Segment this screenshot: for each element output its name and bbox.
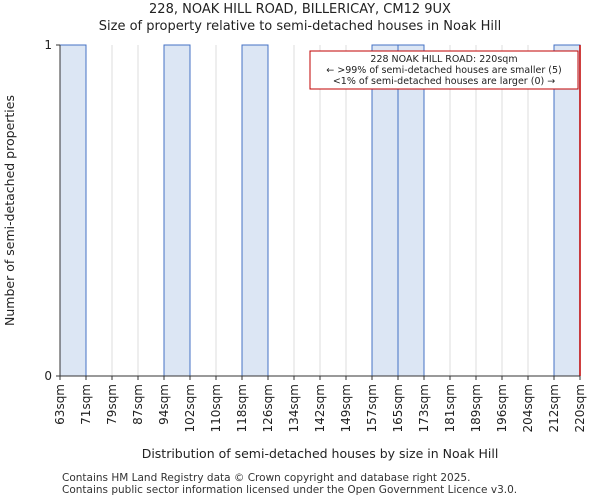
x-tick-label: 173sqm (417, 384, 431, 432)
x-tick-label: 165sqm (391, 384, 405, 432)
x-tick-label: 94sqm (157, 384, 171, 425)
histogram-bar (241, 44, 269, 377)
x-tick-label: 212sqm (547, 384, 561, 432)
footer-copyright: Contains HM Land Registry data © Crown c… (62, 472, 471, 484)
annotation-border (309, 50, 579, 90)
annotation-line-2: ← >99% of semi-detached houses are small… (326, 65, 561, 76)
chart-subtitle: Size of property relative to semi-detach… (98, 19, 502, 34)
x-tick-label: 189sqm (469, 384, 483, 432)
histogram-bar (371, 44, 399, 377)
chart-title: 228, NOAK HILL ROAD, BILLERICAY, CM12 9U… (149, 2, 451, 17)
annotation-line-1: 228 NOAK HILL ROAD: 220sqm (370, 54, 517, 65)
x-tick-label: 157sqm (365, 384, 379, 432)
x-tick-label: 142sqm (313, 384, 327, 432)
y-axis-label: Number of semi-detached properties (2, 95, 17, 326)
x-tick-label: 204sqm (521, 384, 535, 432)
y-tick-label: 1 (44, 38, 52, 52)
footer-licence: Contains public sector information licen… (62, 484, 518, 496)
x-tick-label: 110sqm (209, 384, 223, 432)
x-tick-label: 134sqm (287, 384, 301, 432)
x-tick-label: 102sqm (183, 384, 197, 432)
x-tick-label: 71sqm (79, 384, 93, 425)
axis-layer: 0 1 63sqm 71sqm 79sqm 87sqm 94sqm 102sqm 110sqm 1… (44, 38, 587, 432)
bar-layer (59, 44, 581, 377)
histogram-bar (59, 44, 87, 377)
x-tick-label: 149sqm (339, 384, 353, 432)
x-tick-label: 87sqm (131, 384, 145, 425)
x-tick-label: 79sqm (105, 384, 119, 425)
annotation-line-3: <1% of semi-detached houses are larger (… (333, 76, 555, 87)
grid-layer (59, 45, 581, 376)
x-tick-label: 118sqm (235, 384, 249, 432)
x-tick-label: 181sqm (443, 384, 457, 432)
x-tick-label: 220sqm (573, 384, 587, 432)
histogram-bar (397, 44, 425, 377)
histogram-chart: 0 1 63sqm 71sqm 79sqm 87sqm 94sqm 102sqm 110sqm 1… (2, 38, 587, 461)
y-tick-label: 0 (44, 369, 52, 383)
x-tick-label: 63sqm (53, 384, 67, 425)
histogram-bar (163, 44, 191, 377)
x-axis-label: Distribution of semi-detached houses by … (142, 446, 499, 461)
annotation-box: 228 NOAK HILL ROAD: 220sqm ← >99% of sem… (309, 50, 579, 90)
x-tick-label: 126sqm (261, 384, 275, 432)
histogram-bar (553, 44, 581, 377)
x-tick-label: 196sqm (495, 384, 509, 432)
